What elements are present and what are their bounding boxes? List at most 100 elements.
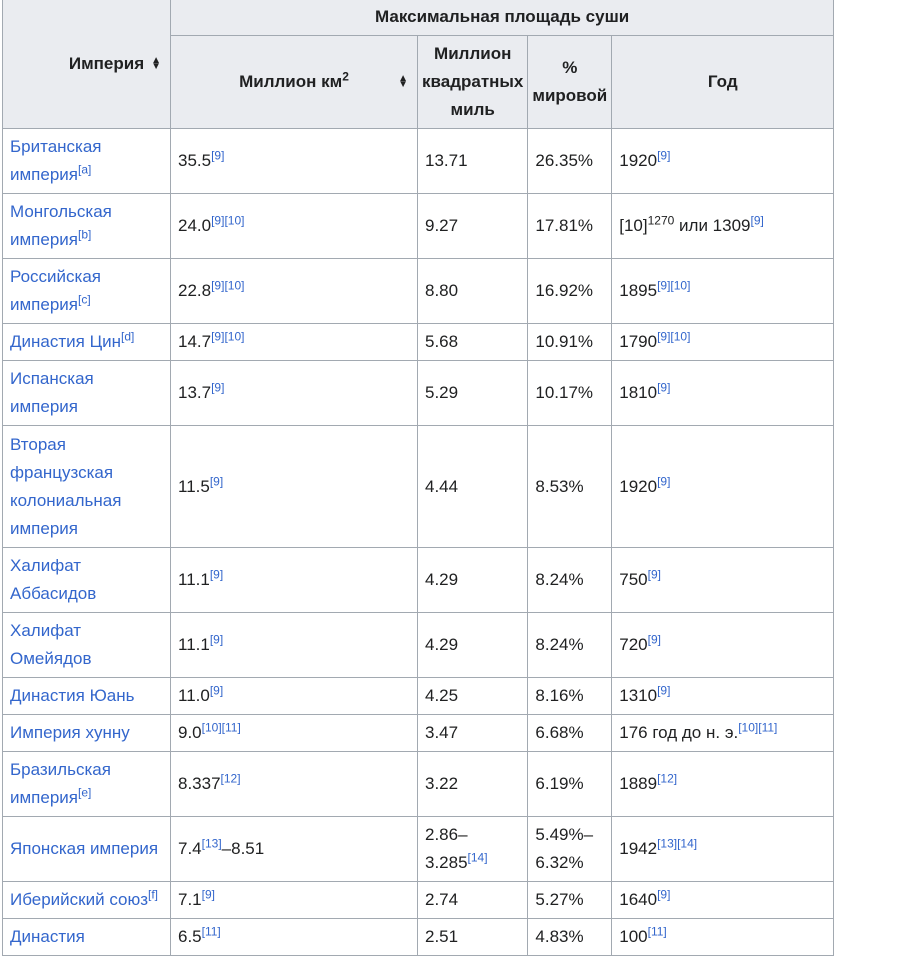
value-million-sq-miles: 4.44 (425, 476, 459, 496)
citation-link[interactable]: [9] (211, 329, 225, 344)
citation-link[interactable]: [9] (657, 329, 671, 344)
table-row: Вторая французская колониальная империя 1… (2, 425, 835, 548)
column-header-million-sq-miles: Миллион квадратных миль (416, 34, 529, 130)
note-link[interactable]: [d] (121, 329, 135, 344)
citation-link[interactable]: [9] (211, 148, 225, 163)
citation-link[interactable]: [9] (657, 148, 671, 163)
citation-link[interactable]: [9] (211, 380, 225, 395)
citation-link[interactable]: [9] (209, 632, 224, 647)
citation-link[interactable]: [11] (758, 720, 778, 735)
note-link[interactable]: [f] (148, 887, 159, 902)
citation-link[interactable]: [10] (224, 213, 245, 228)
citation-ref: [12] (221, 771, 241, 785)
column-header-year: Год (611, 34, 835, 130)
empire-link[interactable]: Иберийский союз (10, 890, 149, 909)
citation-ref: [10][11] (738, 720, 777, 734)
citation-link[interactable]: [9] (201, 887, 215, 902)
cell-million-sq-miles: 3.22 (416, 751, 529, 817)
cell-empire: Монгольская империя[b] (2, 193, 171, 259)
citation-link[interactable]: [10] (670, 329, 691, 344)
cell-million-km2: 13.7[9] (170, 360, 418, 426)
empire-link[interactable]: Империя хунну (10, 723, 130, 742)
citation-link[interactable]: [11] (647, 924, 667, 939)
note-link[interactable]: [e] (78, 785, 92, 800)
citation-link[interactable]: [9] (657, 887, 671, 902)
value-million-sq-miles: 5.29 (425, 383, 459, 402)
citation-link[interactable]: [14] (467, 850, 488, 865)
sort-icon[interactable]: ▲ ▼ (151, 55, 161, 72)
empire-link[interactable]: Испанская империя (10, 369, 94, 416)
cell-year: 720[9] (611, 612, 835, 678)
cell-year: 1895[9][10] (611, 258, 835, 324)
value-million-sq-miles: 13.71 (425, 151, 468, 170)
citation-link[interactable]: [10] (670, 278, 691, 293)
citation-link[interactable]: [9] (211, 278, 225, 293)
cell-million-sq-miles: 8.80 (416, 258, 529, 324)
citation-link[interactable]: [9] (647, 567, 661, 582)
empire-link[interactable]: Династия Цин (10, 332, 122, 351)
citation-ref: [9][10] (211, 278, 244, 292)
citation-link[interactable]: [13] (201, 836, 222, 851)
table-row: Российская империя[c] 22.8[9][10] 8.80 16.9… (2, 258, 835, 324)
citation-link[interactable]: [13] (657, 836, 678, 851)
citation-link[interactable]: [10] (224, 278, 245, 293)
citation-ref: [9][10] (657, 278, 690, 292)
citation-link[interactable]: [9] (750, 213, 764, 228)
empire-link[interactable]: Династия (10, 927, 85, 946)
citation-link[interactable]: [14] (677, 836, 698, 851)
citation-link[interactable]: [10] (224, 329, 245, 344)
citation-link[interactable]: [9] (657, 380, 671, 395)
empire-link[interactable]: Вторая французская колониальная империя (10, 434, 122, 538)
citation-ref: [14] (468, 850, 488, 864)
note-ref: [d] (121, 329, 134, 343)
citation-ref: [13] (202, 836, 222, 850)
cell-million-km2: 35.5[9] (170, 128, 418, 194)
citation-link[interactable]: [9] (657, 473, 671, 488)
empire-link[interactable]: Халифат Омейядов (10, 621, 92, 668)
citation-ref: [9] (751, 213, 764, 227)
citation-link[interactable]: [11] (221, 720, 241, 735)
table-row: Империя хунну 9.0[10][11] 3.47 6.68% 176 год… (2, 714, 835, 752)
column-header-empire[interactable]: Империя ▲ ▼ (2, 0, 171, 129)
note-link[interactable]: [a] (78, 162, 92, 177)
value-million-km2: 22.8 (178, 281, 212, 300)
citation-link[interactable]: [9] (209, 473, 224, 488)
value-year: 1310 (619, 686, 658, 705)
column-header-million-km2[interactable]: Миллион км2 ▲ ▼ (170, 34, 418, 130)
value-year: 1810 (619, 383, 658, 402)
citation-link[interactable]: [9] (209, 567, 224, 582)
empire-link[interactable]: Японская империя (10, 839, 159, 858)
note-link[interactable]: [c] (78, 292, 91, 307)
column-header-km2-superscript: 2 (342, 69, 349, 84)
citation-link[interactable]: [9] (211, 213, 225, 228)
cell-year: 1310[9] (611, 677, 835, 715)
citation-link[interactable]: [11] (201, 924, 221, 939)
empire-link[interactable]: Российская империя (10, 267, 102, 314)
citation-link[interactable]: [10] (738, 720, 759, 735)
value-million-km2: 9.0 (178, 723, 202, 742)
note-link[interactable]: [b] (78, 227, 92, 242)
value-million-km2: 11.0 (178, 686, 210, 705)
cell-percent-world: 10.17% (527, 360, 613, 426)
value-million-km2: 24.0 (178, 216, 212, 235)
citation-link[interactable]: [9] (209, 683, 224, 698)
citation-link[interactable]: [12] (657, 771, 678, 786)
empire-link[interactable]: Династия Юань (10, 686, 135, 705)
empire-link[interactable]: Бразильская империя (10, 760, 111, 807)
value-year: или 1309 (674, 216, 751, 235)
empire-link[interactable]: Халифат Аббасидов (10, 556, 97, 603)
citation-link[interactable]: [9] (657, 683, 671, 698)
value-million-km2: 35.5 (178, 151, 212, 170)
empire-link[interactable]: Монгольская империя (10, 202, 112, 249)
cell-empire: Британская империя[a] (2, 128, 171, 194)
value-year: 720 (619, 635, 648, 654)
citation-link[interactable]: [12] (220, 771, 241, 786)
citation-link[interactable]: [9] (647, 632, 661, 647)
empire-link[interactable]: Британская империя (10, 137, 102, 184)
citation-link[interactable]: [10] (201, 720, 222, 735)
citation-link[interactable]: [9] (657, 278, 671, 293)
value-million-km2: 13.7 (178, 383, 212, 402)
sort-icon[interactable]: ▲ ▼ (398, 72, 408, 90)
cell-million-km2: 8.337[12] (170, 751, 418, 817)
cell-empire: Халифат Омейядов (2, 612, 171, 678)
